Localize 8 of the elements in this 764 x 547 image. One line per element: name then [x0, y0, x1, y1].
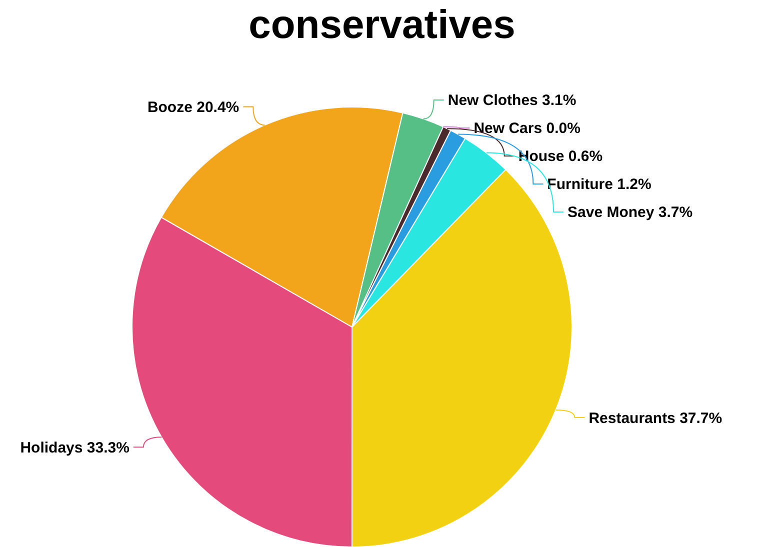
- slice-label: Booze 20.4%: [147, 98, 240, 116]
- slice-label: Restaurants 37.7%: [588, 410, 722, 427]
- chart-title: conservatives: [248, 3, 516, 47]
- slice-label: Save Money 3.7%: [568, 204, 693, 222]
- slice-label: New Clothes 3.1%: [448, 92, 576, 110]
- slice-label: Holidays 33.3%: [20, 439, 130, 456]
- slice-label: Furniture 1.2%: [547, 176, 652, 194]
- legend-label: New Cars 0.0%: [474, 120, 580, 138]
